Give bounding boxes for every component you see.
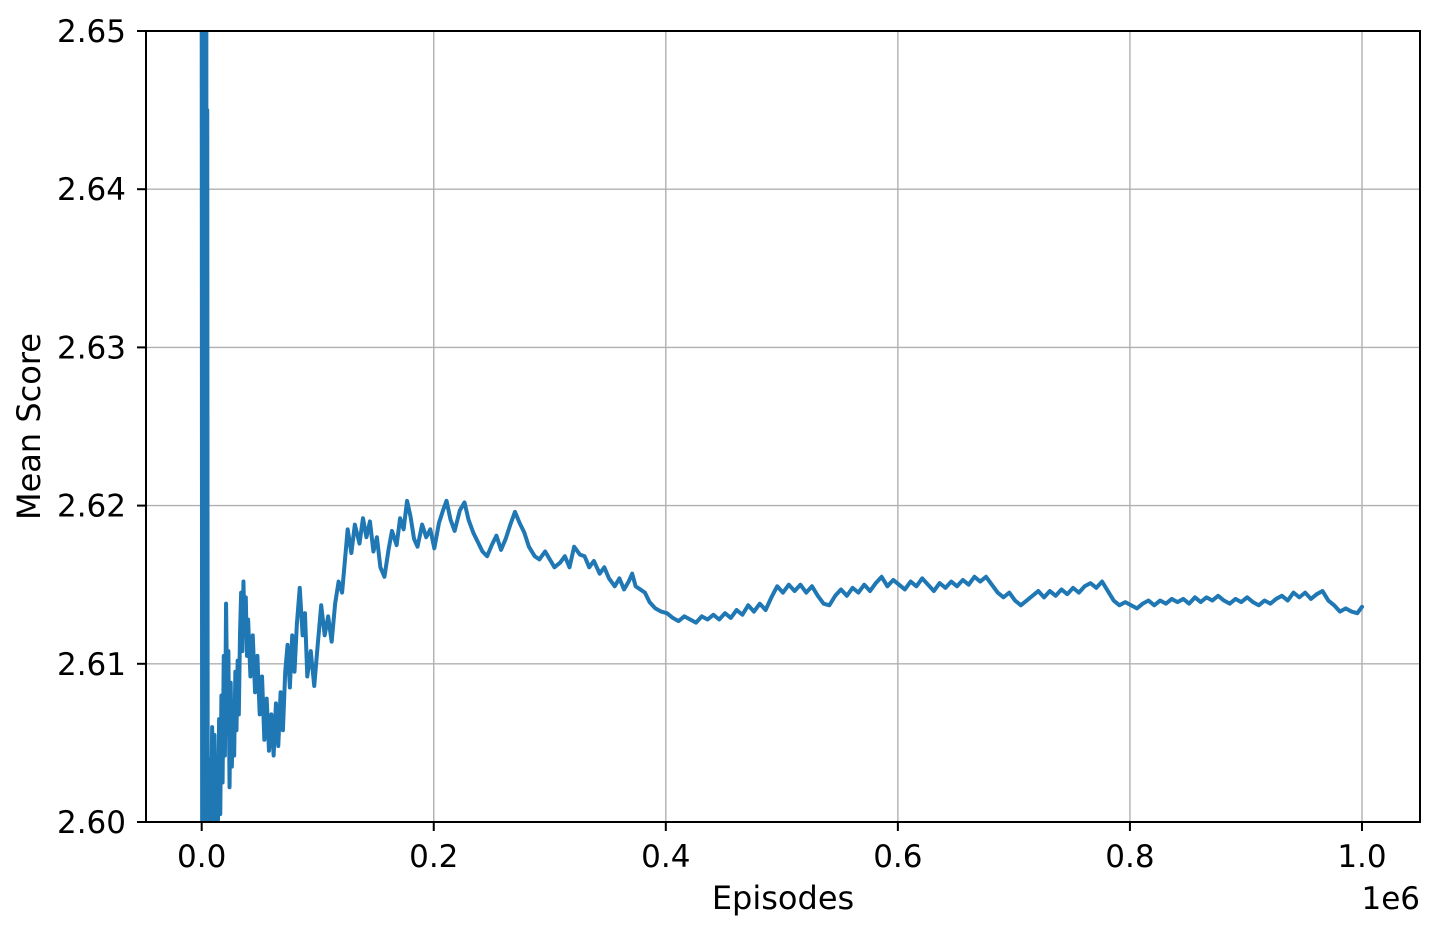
y-tick-label: 2.63 — [57, 330, 126, 366]
mean-score-line — [199, 31, 1364, 822]
x-tick-label: 0.4 — [641, 839, 690, 875]
x-tick-label: 0.8 — [1105, 839, 1154, 875]
x-tick-label: 1.0 — [1337, 839, 1386, 875]
y-axis-label: Mean Score — [10, 333, 48, 520]
x-axis-label: Episodes — [712, 879, 854, 917]
plot-area-border — [145, 30, 1421, 823]
y-tick-label: 2.65 — [57, 14, 126, 50]
x-tick-label: 0.0 — [177, 839, 226, 875]
data-series — [199, 31, 1364, 822]
tick-labels: 0.0 0.2 0.4 0.6 0.8 1.0 2.60 2.61 2.62 2.63 2.64 2.… — [57, 14, 1387, 875]
x-axis-offset-label: 1e6 — [1361, 881, 1420, 917]
y-tick-label: 2.61 — [57, 647, 126, 683]
gridlines — [146, 30, 1420, 823]
x-tick-label: 0.2 — [409, 839, 458, 875]
y-tick-label: 2.60 — [57, 805, 126, 841]
y-tick-label: 2.62 — [57, 489, 126, 525]
y-tick-label: 2.64 — [57, 172, 126, 208]
tick-marks — [137, 30, 1363, 831]
x-tick-label: 0.6 — [873, 839, 922, 875]
